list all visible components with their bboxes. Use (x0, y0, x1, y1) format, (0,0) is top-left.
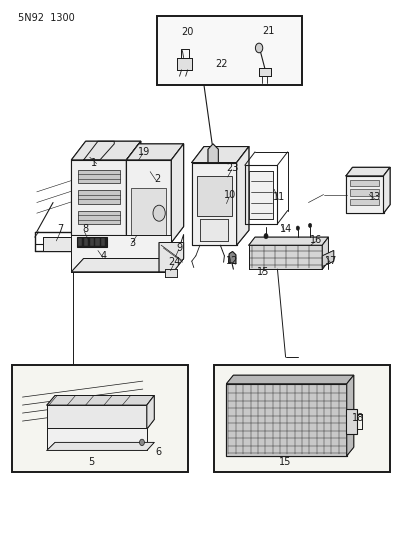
Text: 13: 13 (369, 192, 381, 202)
Polygon shape (71, 160, 126, 235)
Polygon shape (47, 405, 147, 429)
Text: 7: 7 (57, 224, 64, 234)
Text: 3: 3 (129, 238, 136, 247)
Polygon shape (226, 384, 347, 456)
Polygon shape (126, 144, 184, 160)
Polygon shape (208, 144, 218, 163)
Text: 19: 19 (137, 147, 150, 157)
Text: 16: 16 (310, 235, 322, 245)
Circle shape (264, 233, 268, 239)
Polygon shape (159, 243, 184, 272)
Bar (350, 199, 379, 205)
Polygon shape (249, 245, 322, 269)
Bar (78, 238, 82, 246)
Polygon shape (71, 141, 141, 160)
Circle shape (153, 205, 165, 221)
Polygon shape (71, 235, 171, 272)
Bar (78, 170, 120, 183)
Polygon shape (165, 269, 177, 277)
Bar (346, 409, 357, 434)
Bar (157, 16, 302, 85)
Circle shape (140, 439, 144, 446)
Text: 17: 17 (325, 256, 337, 266)
Bar (228, 385, 346, 454)
Polygon shape (347, 375, 354, 456)
Text: 5N92  1300: 5N92 1300 (18, 13, 75, 23)
Text: 11: 11 (273, 192, 286, 202)
Polygon shape (126, 160, 171, 243)
Bar (77, 237, 107, 247)
Polygon shape (126, 141, 141, 235)
Polygon shape (237, 147, 249, 245)
Bar (90, 238, 94, 246)
Polygon shape (384, 167, 390, 213)
Text: 8: 8 (82, 224, 89, 234)
Text: 2: 2 (154, 174, 160, 183)
Polygon shape (43, 237, 71, 251)
Bar (350, 180, 379, 186)
Circle shape (255, 43, 263, 53)
Text: 23: 23 (226, 163, 239, 173)
Bar (78, 211, 120, 224)
Text: 20: 20 (182, 27, 194, 37)
Polygon shape (47, 428, 147, 450)
Polygon shape (192, 147, 249, 163)
Polygon shape (177, 58, 192, 70)
Bar (95, 238, 100, 246)
Polygon shape (322, 237, 328, 269)
Text: 4: 4 (101, 251, 107, 261)
Bar (131, 188, 166, 236)
Circle shape (296, 226, 299, 230)
Bar (214, 365, 390, 472)
Bar (78, 190, 120, 204)
Polygon shape (71, 259, 184, 272)
Bar (12, 365, 188, 472)
Polygon shape (249, 237, 328, 245)
Polygon shape (322, 251, 334, 266)
Bar (84, 238, 88, 246)
Text: 10: 10 (224, 190, 237, 199)
Text: 15: 15 (257, 267, 269, 277)
Text: 6: 6 (155, 447, 162, 457)
Text: 1: 1 (91, 158, 97, 167)
Text: 15: 15 (279, 457, 292, 466)
Text: 18: 18 (352, 414, 364, 423)
Polygon shape (228, 252, 236, 264)
Text: 12: 12 (226, 256, 238, 266)
Polygon shape (171, 144, 184, 243)
Polygon shape (147, 395, 154, 429)
Text: 24: 24 (169, 257, 181, 267)
Bar (101, 238, 105, 246)
Polygon shape (226, 375, 354, 384)
Bar (197, 176, 232, 216)
Polygon shape (192, 163, 237, 245)
Text: 5: 5 (89, 457, 95, 466)
Polygon shape (47, 442, 154, 450)
Circle shape (308, 223, 312, 228)
Text: 21: 21 (262, 26, 275, 36)
Text: 14: 14 (279, 224, 292, 234)
Polygon shape (346, 176, 384, 213)
Polygon shape (346, 167, 390, 176)
Bar (350, 189, 379, 196)
Polygon shape (200, 219, 228, 241)
Polygon shape (47, 395, 154, 405)
Text: 9: 9 (176, 243, 183, 253)
Polygon shape (259, 68, 271, 76)
Text: 22: 22 (215, 59, 227, 69)
Polygon shape (249, 171, 273, 219)
